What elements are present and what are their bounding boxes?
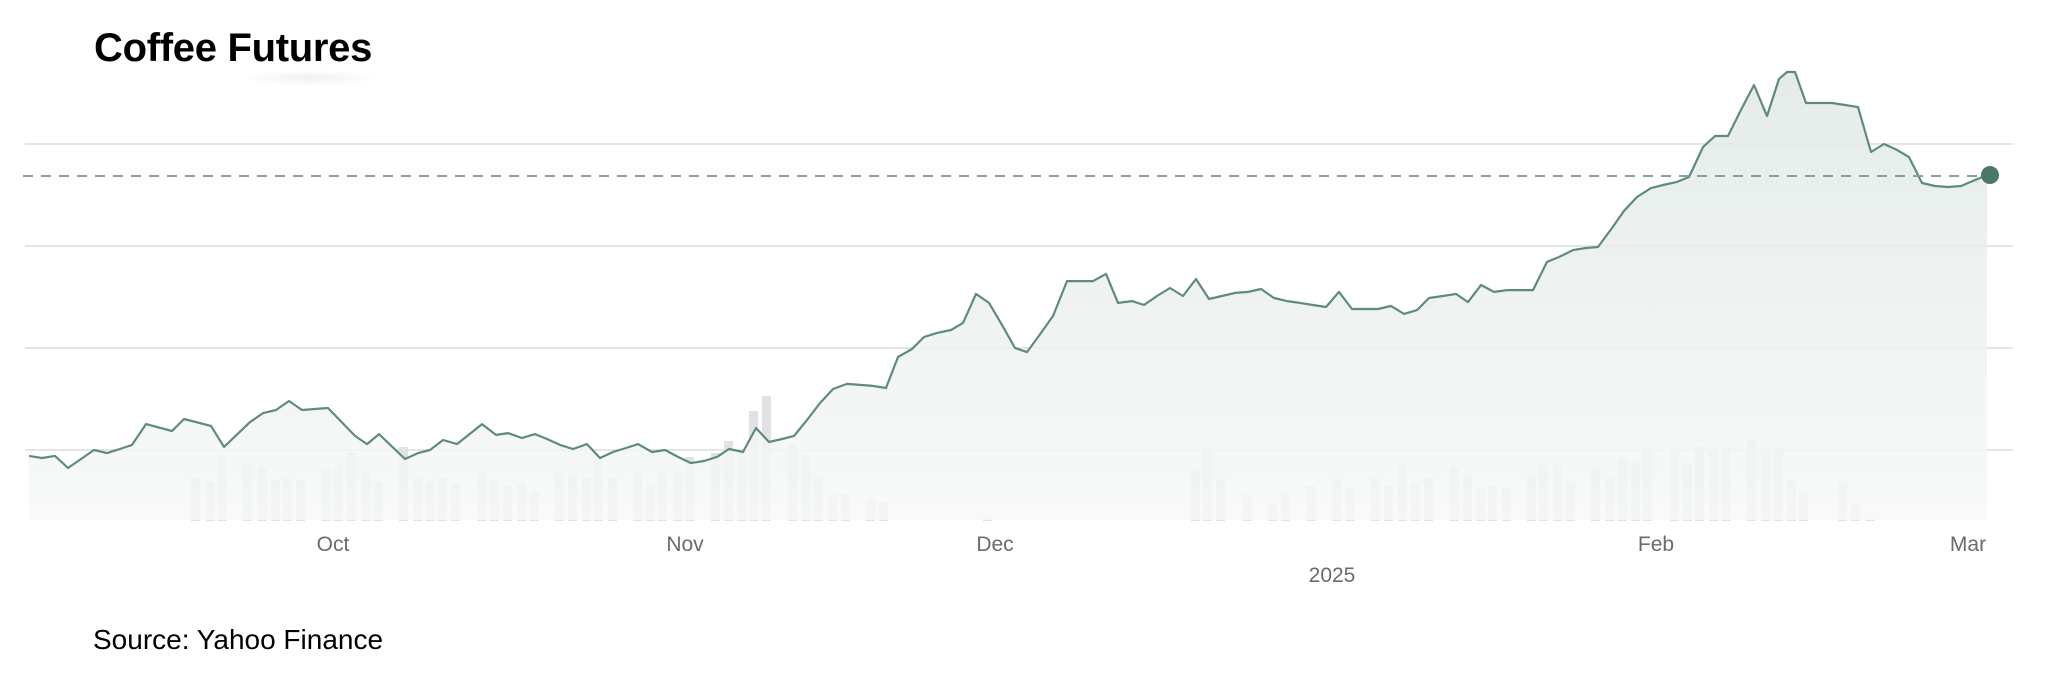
price-area-fill [29, 72, 1987, 520]
x-axis-label-dec: Dec [976, 533, 1014, 556]
x-axis-label-mar: Mar [1949, 533, 1987, 556]
x-axis-label-nov: Nov [666, 533, 704, 556]
x-axis-label-feb: Feb [1637, 533, 1675, 556]
x-axis-label-oct: Oct [316, 533, 350, 556]
price-line [28, 70, 1988, 470]
source-note: Source: Yahoo Finance [93, 624, 384, 655]
chart-title: Coffee Futures [94, 26, 373, 70]
last-price-dot [1981, 166, 1999, 185]
title-shadow [240, 70, 380, 86]
x-axis-year-label: 2025 [1308, 564, 1356, 587]
